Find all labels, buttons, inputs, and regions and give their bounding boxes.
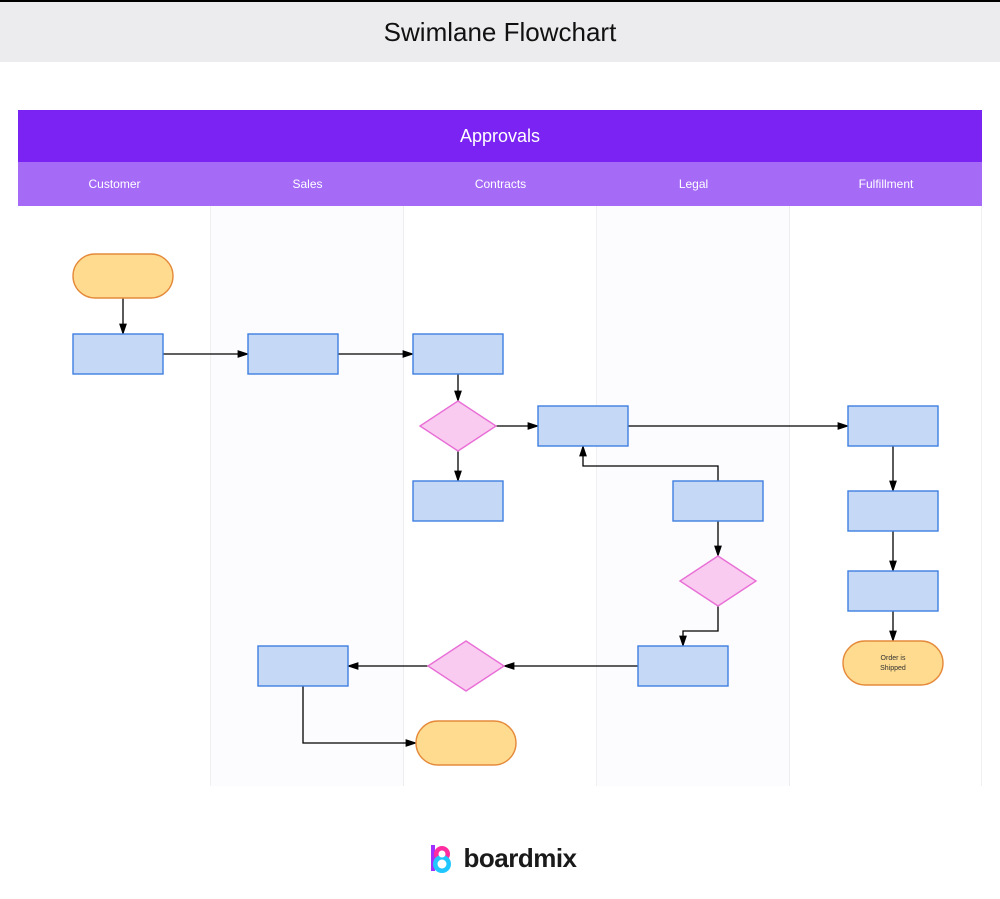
flow-node-process (258, 646, 348, 686)
flow-node-process (848, 406, 938, 446)
boardmix-logo-icon (423, 841, 457, 875)
flow-edge (583, 446, 718, 481)
title-text: Swimlane Flowchart (384, 17, 617, 48)
lane-header-row: CustomerSalesContractsLegalFulfillment (18, 162, 982, 206)
flow-edge (303, 686, 416, 743)
lane-header: Legal (597, 162, 790, 206)
flow-node-process (673, 481, 763, 521)
footer-brand: boardmix (0, 841, 1000, 875)
node-label: Shipped (880, 665, 906, 672)
lane-header: Sales (211, 162, 404, 206)
footer-brand-text: boardmix (463, 843, 576, 874)
flowchart-svg: Order is Shipped (18, 206, 982, 786)
flow-edge (683, 606, 718, 646)
swimlane-title-bar: Approvals (18, 110, 982, 162)
flow-node-decision (680, 556, 756, 606)
flow-node-decision (420, 401, 496, 451)
flow-node-process (413, 334, 503, 374)
lane-header: Fulfillment (790, 162, 982, 206)
swimlane-title: Approvals (460, 126, 540, 147)
node-label: Order is (881, 655, 906, 662)
flow-node-process (848, 491, 938, 531)
diagram-area: Order is Shipped (18, 206, 982, 786)
flow-node-terminator (73, 254, 173, 298)
flow-node-process (413, 481, 503, 521)
flow-node-process (848, 571, 938, 611)
flow-node-process (73, 334, 163, 374)
flow-node-process (638, 646, 728, 686)
flow-node-process (248, 334, 338, 374)
flow-node-decision (428, 641, 504, 691)
flow-node-terminator: Order is Shipped (843, 641, 943, 685)
canvas: Approvals CustomerSalesContractsLegalFul… (0, 62, 1000, 786)
lane-header: Customer (18, 162, 211, 206)
flow-node-terminator (416, 721, 516, 765)
lane-header: Contracts (404, 162, 597, 206)
flow-node-process (538, 406, 628, 446)
swimlane-header: Approvals CustomerSalesContractsLegalFul… (18, 110, 982, 206)
page-title: Swimlane Flowchart (0, 2, 1000, 62)
